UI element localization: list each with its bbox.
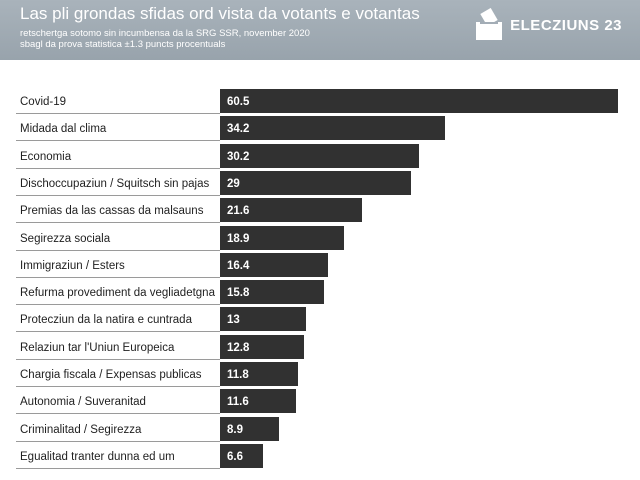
row-divider: [16, 194, 220, 196]
elecziuns-logo: ELECZIUNS 23: [474, 8, 622, 42]
category-label: Egualitad tranter dunna ed um: [20, 450, 175, 463]
bar: [220, 89, 618, 113]
category-label: Premias da las cassas da malsauns: [20, 205, 204, 218]
bar: [220, 280, 324, 305]
category-label: Criminalitad / Segirezza: [20, 423, 142, 436]
bar: [220, 116, 445, 141]
bar: [220, 389, 297, 414]
chart-title: Las pli grondas sfidas ord vista da vota…: [20, 4, 420, 23]
bar: [220, 334, 305, 359]
category-label: Protecziun da la natira e cuntrada: [20, 314, 192, 327]
bar-value-label: 34.2: [227, 123, 250, 136]
logo-text: ELECZIUNS 23: [510, 16, 622, 34]
category-label: Midada dal clima: [20, 123, 107, 136]
subtitle-source: retschertga sotomo sin incumbensa da la …: [20, 28, 310, 39]
category-label: Segirezza sociala: [20, 232, 111, 245]
subtitle-margin-of-error: sbagl da prova statistica ±1.3 puncts pr…: [20, 39, 226, 50]
category-label: Dischoccupaziun / Squitsch sin pajas: [20, 177, 210, 190]
bar-value-label: 13: [227, 314, 240, 327]
bar-value-label: 11.8: [227, 369, 249, 381]
bar: [220, 416, 279, 441]
bar: [220, 443, 264, 468]
header-banner: Las pli grondas sfidas ord vista da vota…: [0, 0, 640, 60]
row-divider: [16, 467, 220, 469]
category-label: Economia: [20, 150, 72, 163]
row-divider: [16, 358, 220, 360]
bar-value-label: 6.6: [227, 450, 243, 463]
bar: [220, 252, 328, 277]
row-divider: [16, 140, 220, 142]
bar-value-label: 12.8: [227, 341, 250, 354]
chart-subtitle: retschertga sotomo sin incumbensa da la …: [20, 28, 310, 50]
category-label: Relaziun tar l'Uniun Europeica: [20, 341, 175, 354]
row-divider: [16, 222, 220, 224]
bar-value-label: 18.9: [227, 232, 250, 245]
row-divider: [16, 276, 220, 278]
bar: [220, 362, 298, 386]
bar: [220, 198, 363, 223]
bar-value-label: 11.6: [227, 396, 249, 409]
category-label: Covid-19: [20, 96, 67, 108]
category-label: Refurma provediment da vegliadetgna: [20, 287, 215, 300]
bar-chart: Covid-19 60.5 Midada dal clima 34.2 Economia…: [0, 60, 640, 480]
row-divider: [16, 331, 220, 333]
bar-value-label: 30.2: [227, 150, 250, 163]
row-divider: [16, 113, 220, 114]
bar-value-label: 29: [227, 177, 240, 190]
bar-value-label: 8.9: [227, 423, 243, 436]
bar-value-label: 21.6: [227, 205, 250, 218]
bar: [220, 225, 345, 250]
bar-value-label: 16.4: [227, 259, 250, 272]
row-divider: [16, 440, 220, 442]
bar-value-label: 60.5: [227, 96, 250, 108]
ballot-box-icon: [476, 8, 503, 40]
row-divider: [16, 249, 220, 251]
bar: [220, 143, 419, 168]
category-label: Immigraziun / Esters: [20, 259, 125, 272]
row-divider: [16, 413, 220, 415]
bar-value-label: 15.8: [227, 287, 250, 300]
category-label: Chargia fiscala / Expensas publicas: [20, 369, 202, 381]
row-divider: [16, 167, 220, 169]
row-divider: [16, 304, 220, 306]
category-label: Autonomia / Suveranitad: [20, 396, 146, 409]
row-divider: [16, 386, 220, 387]
bar: [220, 170, 411, 195]
bar: [220, 307, 306, 332]
